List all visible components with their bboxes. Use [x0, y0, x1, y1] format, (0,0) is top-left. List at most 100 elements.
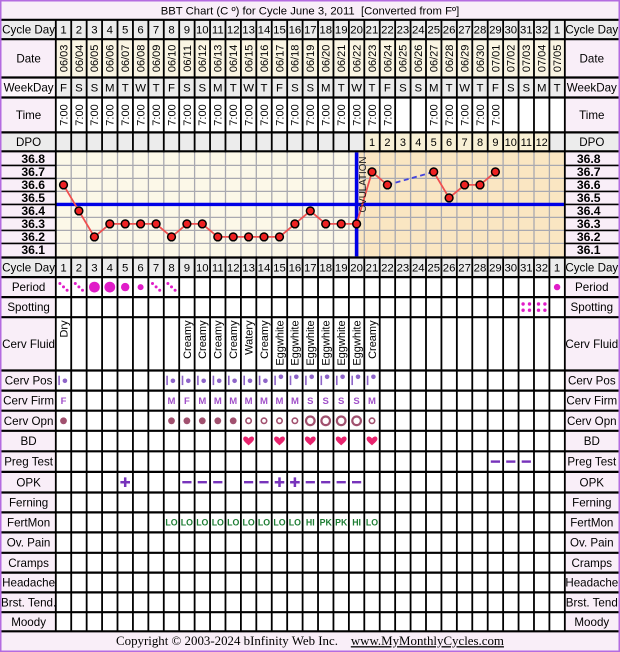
svg-text:Cycle Day: Cycle Day [2, 24, 55, 37]
svg-text:36.3: 36.3 [21, 217, 45, 231]
svg-text:Period: Period [575, 281, 609, 294]
svg-text:06/26: 06/26 [413, 45, 425, 73]
svg-text:06/17: 06/17 [274, 45, 286, 73]
svg-text:20: 20 [350, 25, 363, 37]
svg-text:S: S [414, 83, 422, 95]
svg-text:S: S [353, 396, 359, 407]
svg-text:Cerv Fluid: Cerv Fluid [2, 338, 55, 351]
svg-text:06/27: 06/27 [429, 45, 441, 73]
svg-text:7:00: 7:00 [166, 104, 178, 125]
svg-text:Eggwhite: Eggwhite [290, 320, 302, 365]
svg-text:27: 27 [458, 25, 471, 37]
svg-text:10: 10 [196, 262, 209, 274]
svg-text:30: 30 [504, 262, 517, 274]
svg-text:Time: Time [16, 109, 41, 122]
svg-text:Cerv Firm: Cerv Firm [3, 395, 54, 408]
svg-text:06/08: 06/08 [136, 45, 148, 73]
svg-text:Creamy: Creamy [182, 320, 194, 359]
svg-text:Creamy: Creamy [367, 320, 379, 359]
svg-text:9: 9 [492, 137, 498, 149]
svg-text:6: 6 [446, 137, 452, 149]
svg-text:Period: Period [12, 281, 46, 294]
svg-text:LO: LO [258, 518, 270, 528]
svg-text:T: T [338, 83, 345, 95]
svg-text:Creamy: Creamy [197, 320, 209, 359]
svg-text:S: S [307, 396, 313, 407]
svg-text:F: F [276, 83, 283, 95]
svg-text:Cerv Opn: Cerv Opn [4, 415, 54, 428]
svg-text:S: S [507, 83, 515, 95]
svg-text:WeekDay: WeekDay [4, 82, 54, 95]
svg-text:LO: LO [196, 518, 208, 528]
svg-text:06/11: 06/11 [182, 45, 194, 72]
svg-text:2: 2 [76, 25, 82, 37]
svg-text:28: 28 [474, 25, 487, 37]
svg-text:23: 23 [397, 262, 410, 274]
svg-text:24: 24 [412, 25, 425, 37]
svg-text:S: S [306, 83, 314, 95]
svg-text:06/16: 06/16 [259, 45, 271, 73]
svg-text:LO: LO [366, 518, 378, 528]
svg-text:F: F [60, 83, 67, 95]
svg-text:36.6: 36.6 [21, 178, 45, 192]
svg-text:36.1: 36.1 [21, 243, 45, 257]
svg-text:06/25: 06/25 [398, 45, 410, 73]
svg-text:9: 9 [184, 262, 190, 274]
svg-text:28: 28 [474, 262, 487, 274]
svg-text:36.7: 36.7 [21, 165, 45, 179]
svg-text:06/29: 06/29 [459, 45, 471, 73]
svg-text:Cramps: Cramps [8, 557, 49, 570]
svg-text:4: 4 [107, 262, 113, 274]
svg-text:7: 7 [462, 137, 468, 149]
svg-text:Copyright © 2003-2024 bInfinit: Copyright © 2003-2024 bInfinity Web Inc.… [116, 634, 504, 648]
svg-text:W: W [351, 83, 362, 95]
svg-text:7:00: 7:00 [259, 104, 271, 125]
svg-text:1: 1 [60, 262, 66, 274]
svg-text:T: T [122, 83, 129, 95]
svg-text:36.3: 36.3 [577, 217, 601, 231]
svg-text:S: S [91, 83, 99, 95]
svg-text:HI: HI [352, 518, 361, 528]
svg-text:06/06: 06/06 [105, 45, 117, 73]
svg-text:10: 10 [196, 25, 209, 37]
svg-text:Cycle Day: Cycle Day [2, 261, 55, 274]
svg-text:PK: PK [335, 518, 348, 528]
svg-text:M: M [229, 396, 237, 407]
svg-text:36.8: 36.8 [21, 152, 45, 166]
svg-text:Date: Date [16, 52, 41, 65]
svg-text:M: M [213, 83, 223, 95]
svg-text:Cerv Pos: Cerv Pos [568, 375, 616, 388]
svg-text:23: 23 [397, 25, 410, 37]
svg-text:29: 29 [489, 262, 502, 274]
svg-text:7:00: 7:00 [228, 104, 240, 125]
svg-text:PK: PK [320, 518, 333, 528]
svg-text:06/24: 06/24 [382, 45, 394, 73]
svg-text:7:00: 7:00 [197, 104, 209, 125]
svg-text:2: 2 [76, 262, 82, 274]
svg-text:DPO: DPO [579, 136, 604, 149]
svg-text:36.8: 36.8 [577, 152, 601, 166]
svg-text:19: 19 [335, 25, 348, 37]
svg-text:06/04: 06/04 [74, 45, 86, 73]
svg-text:7:00: 7:00 [136, 104, 148, 125]
svg-text:BBT Chart (C º) for Cycle June: BBT Chart (C º) for Cycle June 3, 2011 [… [161, 5, 460, 17]
svg-text:7:00: 7:00 [429, 104, 441, 125]
svg-text:F: F [168, 83, 175, 95]
svg-text:LO: LO [165, 518, 177, 528]
svg-text:Cerv Pos: Cerv Pos [5, 375, 53, 388]
svg-text:07/05: 07/05 [552, 45, 564, 73]
svg-text:FertMon: FertMon [7, 517, 50, 530]
svg-text:26: 26 [443, 25, 456, 37]
svg-text:07/04: 07/04 [537, 45, 549, 73]
svg-text:8: 8 [477, 137, 483, 149]
svg-text:07/01: 07/01 [490, 45, 502, 73]
svg-text:5: 5 [431, 137, 437, 149]
svg-text:LO: LO [242, 518, 254, 528]
svg-text:Spotting: Spotting [571, 301, 614, 314]
svg-text:26: 26 [443, 262, 456, 274]
svg-text:Preg Test: Preg Test [567, 456, 617, 469]
svg-text:W: W [243, 83, 254, 95]
svg-text:Preg Test: Preg Test [4, 456, 54, 469]
svg-text:3: 3 [91, 262, 97, 274]
svg-text:16: 16 [289, 262, 302, 274]
